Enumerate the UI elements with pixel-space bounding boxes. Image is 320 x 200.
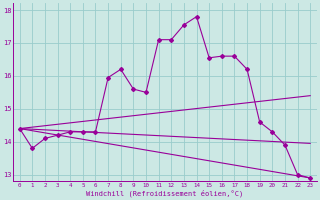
X-axis label: Windchill (Refroidissement éolien,°C): Windchill (Refroidissement éolien,°C): [86, 189, 244, 197]
